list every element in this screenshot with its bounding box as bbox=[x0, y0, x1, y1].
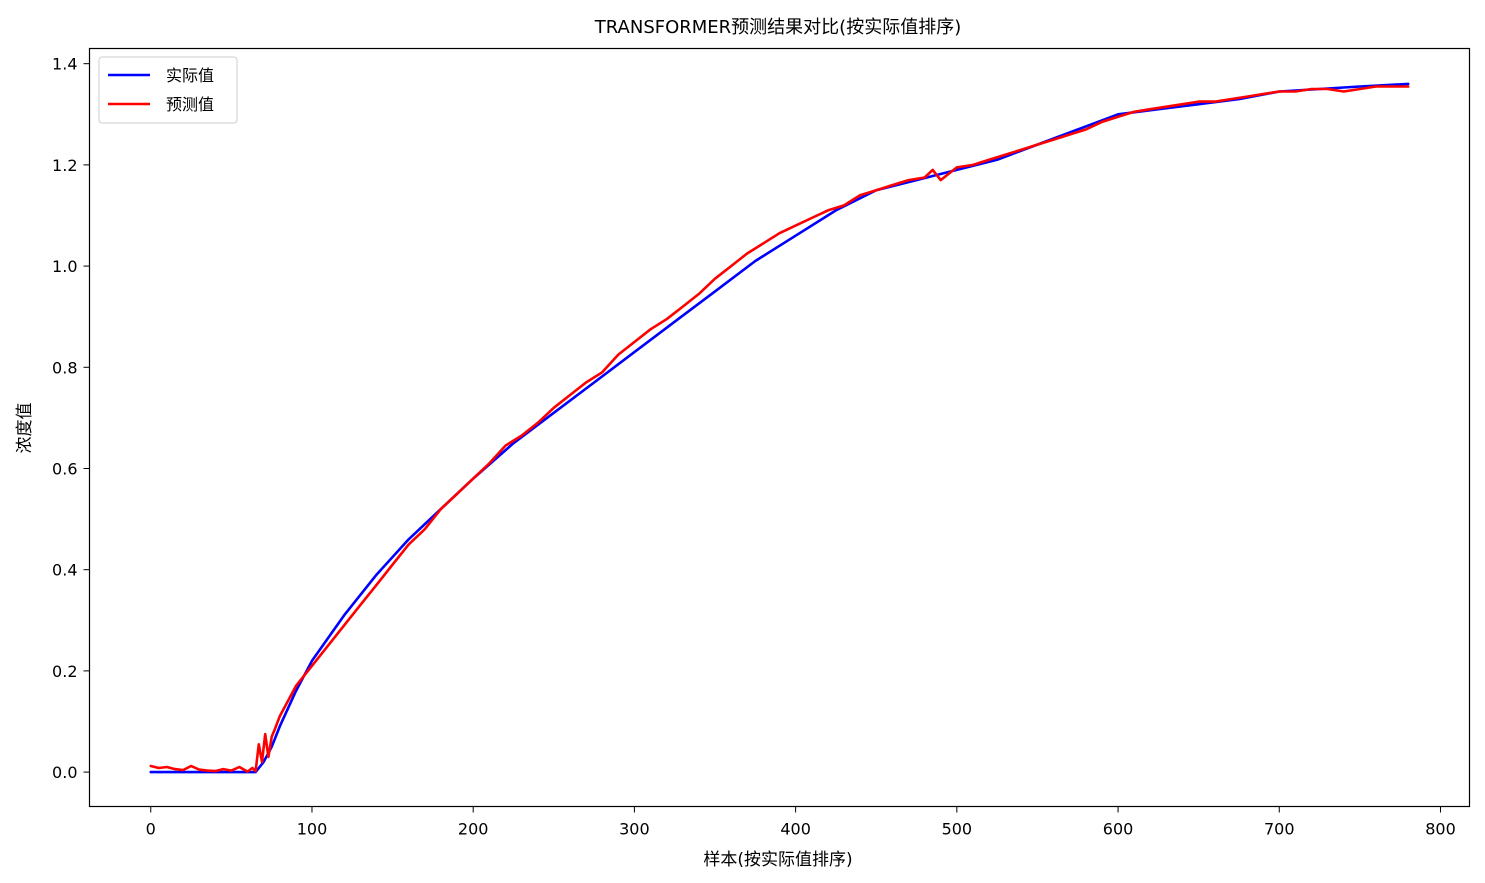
y-tick-label: 0.2 bbox=[52, 662, 77, 681]
chart-title: TRANSFORMER预测结果对比(按实际值排序) bbox=[594, 17, 961, 38]
x-tick-label: 400 bbox=[780, 820, 811, 839]
x-axis: 0 100 200 300 400 500 600 700 800 bbox=[146, 806, 1456, 839]
y-axis: 0.0 0.2 0.4 0.6 0.8 1.0 1.2 1.4 bbox=[52, 55, 90, 782]
x-axis-title: 样本(按实际值排序) bbox=[703, 850, 852, 870]
y-tick-label: 0.8 bbox=[52, 358, 77, 377]
series-line-actual bbox=[149, 82, 1410, 774]
x-tick-label: 500 bbox=[942, 820, 973, 839]
series-line-predicted bbox=[149, 85, 1410, 773]
y-axis-title: 浓度值 bbox=[15, 403, 35, 454]
x-tick-label: 0 bbox=[146, 820, 156, 839]
y-tick-label: 1.2 bbox=[52, 156, 77, 175]
y-tick-label: 0.0 bbox=[52, 763, 77, 782]
x-tick-label: 300 bbox=[619, 820, 650, 839]
legend-label: 预测值 bbox=[166, 95, 214, 114]
legend-label: 实际值 bbox=[166, 66, 214, 85]
y-tick-label: 1.0 bbox=[52, 257, 77, 276]
x-tick-label: 600 bbox=[1103, 820, 1134, 839]
x-tick-label: 800 bbox=[1425, 820, 1456, 839]
y-tick-label: 1.4 bbox=[52, 55, 77, 74]
y-tick-label: 0.6 bbox=[52, 459, 77, 478]
x-tick-label: 200 bbox=[458, 820, 489, 839]
x-tick-label: 700 bbox=[1264, 820, 1295, 839]
x-tick-label: 100 bbox=[297, 820, 328, 839]
legend-box bbox=[98, 56, 238, 124]
plot-frame bbox=[88, 47, 1471, 808]
y-tick-label: 0.4 bbox=[52, 561, 77, 580]
